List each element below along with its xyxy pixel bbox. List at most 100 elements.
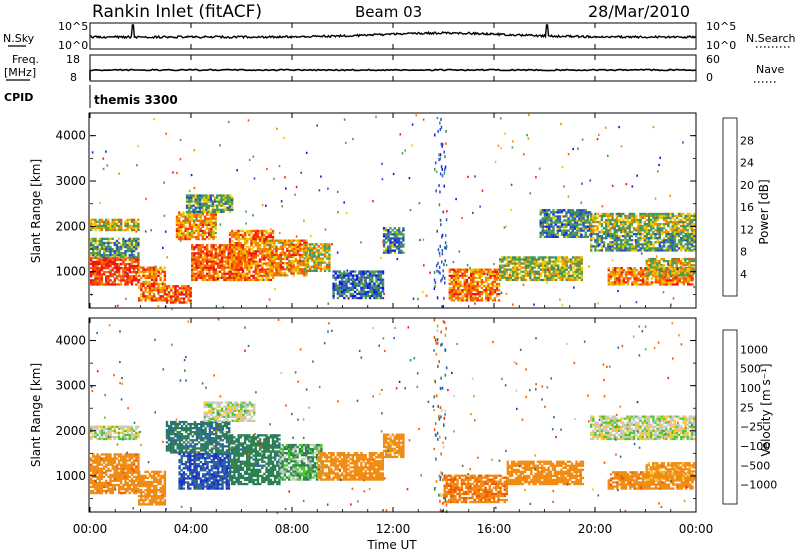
data-cell bbox=[691, 233, 693, 235]
data-cell bbox=[646, 260, 648, 262]
data-cell bbox=[642, 281, 644, 283]
data-cell bbox=[559, 279, 561, 281]
data-cell bbox=[112, 283, 114, 285]
data-cell bbox=[455, 283, 457, 285]
data-cell bbox=[101, 269, 103, 271]
data-cell bbox=[214, 211, 216, 213]
data-cell bbox=[92, 279, 94, 281]
data-cell bbox=[259, 271, 261, 273]
data-cell bbox=[99, 225, 101, 227]
data-cell bbox=[284, 262, 286, 264]
data-cell bbox=[129, 250, 131, 252]
data-cell bbox=[648, 213, 650, 215]
data-cell bbox=[145, 198, 147, 200]
data-cell bbox=[523, 262, 525, 264]
data-cell bbox=[474, 299, 476, 301]
data-cell bbox=[267, 248, 269, 250]
data-cell bbox=[459, 269, 461, 271]
data-cell bbox=[569, 265, 571, 267]
data-cell bbox=[557, 267, 559, 269]
data-cell bbox=[646, 277, 648, 279]
data-cell bbox=[190, 196, 192, 198]
data-cell bbox=[220, 223, 222, 225]
data-cell bbox=[582, 139, 584, 141]
data-cell bbox=[185, 293, 187, 295]
data-cell bbox=[687, 283, 689, 285]
data-cell bbox=[485, 295, 487, 297]
data-cell bbox=[618, 281, 620, 283]
data-cell bbox=[222, 211, 224, 213]
data-cell bbox=[680, 237, 682, 239]
data-cell bbox=[244, 256, 246, 258]
data-cell bbox=[193, 220, 195, 222]
data-cell bbox=[99, 238, 101, 240]
data-cell bbox=[153, 269, 155, 271]
data-cell bbox=[611, 237, 613, 239]
data-cell bbox=[206, 254, 208, 256]
data-cell bbox=[616, 249, 618, 251]
data-cell bbox=[288, 240, 290, 242]
data-cell bbox=[667, 225, 669, 227]
data-cell bbox=[178, 228, 180, 230]
data-cell bbox=[640, 273, 642, 275]
data-cell bbox=[242, 248, 244, 250]
data-cell bbox=[220, 201, 222, 203]
data-cell bbox=[607, 213, 609, 215]
data-cell bbox=[114, 256, 116, 258]
data-cell bbox=[472, 279, 474, 281]
data-cell bbox=[689, 241, 691, 243]
data-cell bbox=[118, 229, 120, 231]
data-cell bbox=[481, 287, 483, 289]
data-cell bbox=[453, 293, 455, 295]
data-cell bbox=[572, 211, 574, 213]
data-cell bbox=[540, 211, 542, 213]
data-cell bbox=[122, 279, 124, 281]
data-cell bbox=[162, 283, 164, 285]
data-cell bbox=[189, 295, 191, 297]
data-cell bbox=[137, 246, 139, 248]
data-cell bbox=[451, 289, 453, 291]
data-cell bbox=[217, 265, 219, 267]
data-cell bbox=[454, 270, 456, 272]
data-cell bbox=[187, 236, 189, 238]
data-cell bbox=[189, 218, 191, 220]
data-cell bbox=[99, 279, 101, 281]
data-cell bbox=[255, 240, 257, 242]
data-cell bbox=[687, 225, 689, 227]
data-cell bbox=[149, 287, 151, 289]
data-cell bbox=[114, 227, 116, 229]
data-cell bbox=[149, 285, 151, 287]
data-cell bbox=[240, 262, 242, 264]
data-cell bbox=[648, 270, 650, 272]
data-cell bbox=[479, 269, 481, 271]
data-cell bbox=[320, 260, 322, 262]
data-cell bbox=[155, 271, 157, 273]
data-cell bbox=[483, 289, 485, 291]
data-cell bbox=[341, 287, 343, 289]
data-cell bbox=[184, 222, 186, 224]
data-cell bbox=[472, 273, 474, 275]
data-cell bbox=[652, 219, 654, 221]
data-cell bbox=[309, 253, 311, 255]
data-cell bbox=[548, 232, 550, 234]
data-cell bbox=[275, 270, 277, 272]
data-cell bbox=[601, 229, 603, 231]
data-cell bbox=[669, 262, 671, 264]
data-cell bbox=[290, 262, 292, 264]
data-cell bbox=[240, 269, 242, 271]
data-cell bbox=[135, 227, 137, 229]
data-cell bbox=[193, 279, 195, 281]
data-cell bbox=[492, 299, 494, 301]
data-cell bbox=[191, 252, 193, 254]
data-cell bbox=[250, 238, 252, 240]
data-cell bbox=[197, 267, 199, 269]
data-cell bbox=[164, 293, 166, 295]
data-cell bbox=[672, 241, 674, 243]
data-cell bbox=[466, 269, 468, 271]
data-cell bbox=[691, 241, 693, 243]
data-cell bbox=[678, 227, 680, 229]
data-cell bbox=[544, 275, 546, 277]
data-cell bbox=[610, 281, 612, 283]
data-cell bbox=[652, 274, 654, 276]
data-cell bbox=[286, 244, 288, 246]
